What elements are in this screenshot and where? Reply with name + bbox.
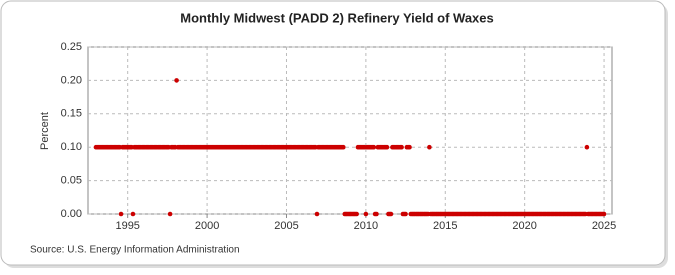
y-tick-label: 0.15	[61, 108, 82, 120]
point	[371, 144, 377, 150]
x-tick-label: 2005	[274, 220, 298, 232]
x-tick-label: 2015	[433, 220, 457, 232]
point	[388, 211, 394, 217]
y-tick-label: 0.25	[61, 41, 82, 53]
point	[314, 211, 320, 217]
point	[341, 144, 346, 150]
y-tick-label: 0.20	[61, 74, 82, 86]
x-tick-label: 2020	[512, 220, 536, 232]
point	[354, 211, 359, 217]
point	[403, 211, 408, 217]
chart-title: Monthly Midwest (PADD 2) Refinery Yield …	[180, 10, 494, 25]
point	[363, 211, 369, 217]
point	[174, 78, 179, 83]
y-axis-label: Percent	[39, 112, 51, 150]
y-tick-label: 0.10	[61, 141, 82, 153]
point	[601, 211, 607, 217]
x-tick-label: 2025	[592, 220, 616, 232]
x-tick-label: 2010	[354, 220, 378, 232]
point	[399, 144, 404, 150]
y-tick-label: 0.05	[61, 175, 82, 187]
point	[407, 144, 412, 150]
x-tick-label: 2000	[195, 220, 219, 232]
point	[374, 211, 379, 217]
point	[584, 144, 590, 150]
x-tick-label: 1995	[115, 220, 139, 232]
y-tick-label: 0.00	[61, 208, 82, 220]
point	[427, 144, 432, 150]
point	[167, 211, 173, 217]
point	[118, 211, 124, 217]
source: Source: U.S. Energy Information Administ…	[30, 245, 240, 256]
frame	[0, 0, 666, 266]
point	[130, 211, 136, 217]
point	[384, 144, 390, 150]
